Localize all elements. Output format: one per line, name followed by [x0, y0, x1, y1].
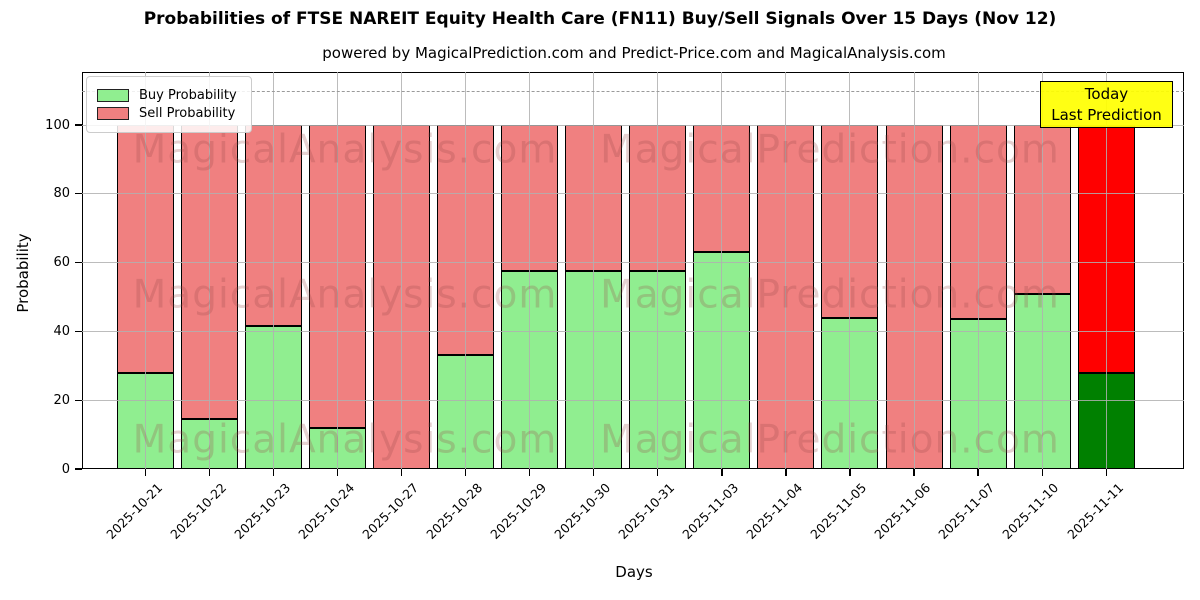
x-tick [529, 469, 531, 476]
v-gridline [272, 72, 274, 469]
y-tick-label: 20 [53, 392, 70, 408]
y-tick [75, 124, 82, 126]
watermark-text: MagicalAnalysis.com [132, 272, 558, 318]
x-tick-label: 2025-10-31 [615, 480, 678, 542]
y-tick [75, 468, 82, 470]
watermark-text: MagicalAnalysis.com [132, 127, 558, 173]
v-gridline [721, 72, 723, 469]
x-tick [144, 469, 146, 476]
x-tick [785, 469, 787, 476]
x-axis-label: Days [615, 563, 653, 581]
x-tick-label: 2025-11-10 [999, 480, 1062, 542]
buy-probability-swatch [97, 89, 129, 102]
y-tick-label: 100 [45, 117, 70, 133]
v-gridline [401, 72, 403, 469]
x-tick [849, 469, 851, 476]
watermark-text: MagicalPrediction.com [600, 417, 1060, 463]
x-tick [336, 469, 339, 476]
x-tick [657, 469, 659, 476]
x-tick [721, 469, 723, 476]
legend: Buy Probability Sell Probability [86, 76, 252, 133]
v-gridline [144, 72, 146, 469]
x-tick [400, 469, 403, 476]
x-tick-label: 2025-10-23 [231, 480, 294, 542]
x-tick [1105, 469, 1107, 476]
x-tick-label: 2025-11-06 [871, 480, 934, 542]
v-gridline [336, 72, 338, 469]
v-gridline [849, 72, 851, 469]
v-gridline [1041, 72, 1043, 469]
x-tick-label: 2025-10-22 [166, 480, 229, 542]
x-tick [593, 469, 595, 476]
x-tick [913, 469, 915, 476]
x-tick [208, 469, 211, 476]
x-tick [1041, 469, 1043, 476]
y-tick [75, 193, 82, 195]
h-gridline [82, 193, 1184, 195]
watermark-text: MagicalPrediction.com [600, 127, 1060, 173]
h-gridline [82, 262, 1184, 264]
x-tick [272, 469, 275, 476]
v-gridline [208, 72, 210, 469]
v-gridline [785, 72, 787, 469]
annotation-line2: Last Prediction [1051, 105, 1162, 124]
annotation-line1: Today [1084, 84, 1129, 103]
v-gridline [1105, 72, 1107, 469]
y-tick-label: 60 [53, 255, 70, 271]
v-gridline [529, 72, 531, 469]
dashed-threshold-line [82, 90, 1184, 92]
x-tick [465, 469, 467, 476]
y-tick-label: 0 [61, 461, 70, 477]
chart-title: Probabilities of FTSE NAREIT Equity Heal… [143, 9, 1057, 29]
x-tick-label: 2025-11-03 [679, 480, 742, 542]
y-axis-label: Probability [14, 233, 32, 313]
x-tick-label: 2025-11-05 [807, 480, 870, 542]
y-tick-label: 40 [53, 323, 70, 339]
v-gridline [465, 72, 467, 469]
y-tick [75, 399, 82, 401]
x-tick-label: 2025-10-30 [551, 480, 614, 542]
h-gridline [82, 124, 1184, 126]
x-tick-label: 2025-11-04 [743, 480, 806, 542]
v-gridline [593, 72, 595, 469]
x-tick-label: 2025-10-28 [423, 480, 486, 542]
x-tick-label: 2025-11-07 [935, 480, 998, 542]
x-tick-label: 2025-10-24 [295, 480, 358, 542]
x-tick-label: 2025-10-29 [487, 480, 550, 542]
legend-label-sell: Sell Probability [139, 106, 236, 121]
watermark-text: MagicalPrediction.com [600, 272, 1060, 318]
x-tick-label: 2025-11-11 [1063, 480, 1126, 542]
y-tick [75, 330, 82, 333]
watermark-text: MagicalAnalysis.com [132, 417, 558, 463]
v-gridline [657, 72, 659, 469]
legend-item-buy: Buy Probability [97, 88, 237, 103]
h-gridline [82, 399, 1184, 401]
v-gridline [913, 72, 915, 469]
sell-probability-swatch [97, 107, 129, 120]
chart-subtitle: powered by MagicalPrediction.com and Pre… [322, 44, 946, 62]
y-tick-label: 80 [53, 186, 70, 202]
v-gridline [977, 72, 979, 469]
y-tick [75, 262, 82, 264]
x-tick-label: 2025-10-27 [359, 480, 422, 542]
h-gridline [82, 330, 1184, 332]
legend-label-buy: Buy Probability [139, 88, 237, 103]
x-tick [977, 469, 979, 476]
today-annotation: Today Last Prediction [1040, 81, 1173, 128]
x-tick-label: 2025-10-21 [102, 480, 165, 542]
legend-item-sell: Sell Probability [97, 106, 237, 121]
